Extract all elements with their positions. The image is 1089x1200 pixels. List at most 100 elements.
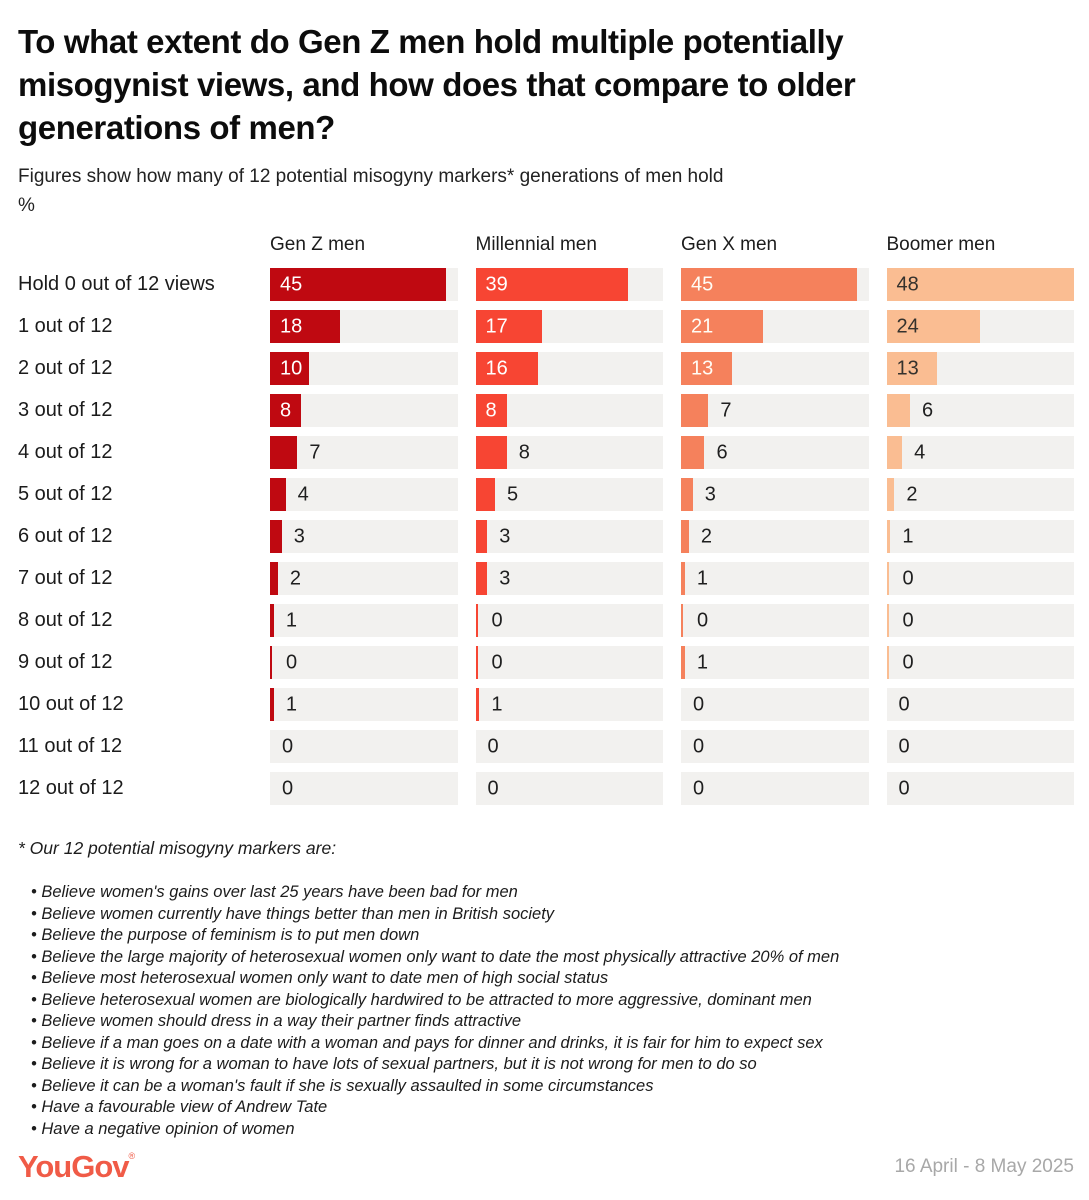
- bar-track: 21: [681, 310, 869, 343]
- bar: [681, 604, 683, 637]
- row-label: 11 out of 12: [18, 735, 123, 757]
- bar-value: 1: [285, 693, 298, 715]
- bar-value: 8: [518, 441, 530, 463]
- column-header-gen-x-men: Gen X men: [681, 234, 778, 255]
- bar-track: 8: [475, 394, 663, 427]
- bar-value: 2: [289, 567, 301, 589]
- bar-track: 8: [270, 394, 458, 427]
- footnote-item: Believe women should dress in a way thei…: [31, 1011, 1074, 1033]
- bar: [270, 688, 274, 721]
- footnote-item: Have a negative opinion of women: [31, 1119, 1074, 1141]
- bar: [886, 604, 889, 637]
- footnote-item: Have a favourable view of Andrew Tate: [31, 1097, 1074, 1119]
- bar: [886, 478, 895, 511]
- bar-track: 39: [475, 268, 663, 301]
- bar-track: 0: [475, 646, 663, 679]
- bar-value: 2: [906, 483, 918, 505]
- bar: [270, 394, 302, 427]
- bar: [681, 478, 693, 511]
- bar-track: 0: [475, 772, 663, 805]
- footnote-item: Believe it can be a woman's fault if she…: [31, 1076, 1074, 1098]
- bar-track: 16: [475, 352, 663, 385]
- bar-value: 0: [693, 735, 705, 757]
- bar-value: 7: [309, 441, 321, 463]
- bar: [681, 520, 689, 553]
- bar: [475, 268, 628, 301]
- bar-value: 10: [280, 357, 303, 379]
- bar-value: 0: [693, 693, 705, 715]
- bar-value: 0: [902, 609, 914, 631]
- bar-value: 18: [280, 315, 303, 337]
- bar-value: 0: [487, 777, 499, 799]
- bar: [886, 562, 889, 595]
- bar-track: 0: [681, 604, 869, 637]
- bar-track: 0: [886, 562, 1074, 595]
- yougov-logo: YouGov®: [18, 1147, 136, 1187]
- bar-value: 0: [491, 609, 503, 631]
- bar-track: 0: [886, 604, 1074, 637]
- bar: [270, 520, 282, 553]
- bar: [681, 310, 764, 343]
- bar: [270, 478, 286, 511]
- bar-value: 0: [487, 735, 499, 757]
- bar-track: 6: [681, 436, 869, 469]
- bar-track: 3: [681, 478, 869, 511]
- bar-track: 2: [886, 478, 1074, 511]
- row-label: 1 out of 12: [18, 315, 113, 337]
- bar: [475, 520, 488, 553]
- bar: [270, 268, 446, 301]
- bar-value: 6: [716, 441, 728, 463]
- footnote-item: Believe the large majority of heterosexu…: [31, 947, 1074, 969]
- bar-track: 8: [475, 436, 663, 469]
- bar-track: 3: [475, 520, 663, 553]
- bar-track: 0: [886, 646, 1074, 679]
- bar-value: 0: [282, 777, 294, 799]
- bar-track: 45: [270, 268, 458, 301]
- footnote-list: Believe women's gains over last 25 years…: [31, 882, 1074, 1140]
- row-label: 10 out of 12: [18, 693, 124, 715]
- column-header-gen-z-men: Gen Z men: [270, 234, 366, 255]
- row-label: 6 out of 12: [18, 525, 113, 547]
- row-label: 9 out of 12: [18, 651, 113, 673]
- bar-track: 0: [886, 772, 1074, 805]
- bar-value: 7: [720, 399, 732, 421]
- bar-track: 1: [475, 688, 663, 721]
- row-label: Hold 0 out of 12 views: [18, 273, 215, 295]
- bar: [270, 604, 274, 637]
- bar-track: 4: [886, 436, 1074, 469]
- chart-grid: Gen Z men Millennial men Gen X men Boomer m…: [18, 234, 1074, 805]
- bar: [475, 604, 478, 637]
- bar-track: 0: [886, 688, 1074, 721]
- bar: [681, 352, 732, 385]
- registered-trademark-icon: ®: [128, 1151, 136, 1161]
- bar-value: 3: [499, 525, 511, 547]
- bar-value: 0: [898, 777, 910, 799]
- row-label: 4 out of 12: [18, 441, 113, 463]
- bar-value: 3: [293, 525, 305, 547]
- page-title: To what extent do Gen Z men hold multipl…: [18, 20, 1074, 149]
- bar-track: 1: [681, 646, 869, 679]
- bar: [270, 436, 298, 469]
- title-line-3: generations of men?: [18, 109, 335, 146]
- bar: [681, 562, 685, 595]
- corner-spacer: [18, 234, 252, 259]
- bar-track: 45: [681, 268, 869, 301]
- bar-value: 3: [499, 567, 511, 589]
- bar: [886, 268, 1074, 301]
- bar: [681, 394, 709, 427]
- bar-value: 1: [491, 693, 503, 715]
- bar-value: 39: [485, 273, 508, 295]
- bar: [886, 394, 910, 427]
- bar-value: 5: [507, 483, 519, 505]
- bar: [475, 394, 507, 427]
- bar-chart: Gen Z men Millennial men Gen X men Boomer m…: [18, 234, 1074, 805]
- bar-track: 0: [270, 730, 458, 763]
- bar-value: 16: [485, 357, 508, 379]
- bar: [270, 646, 272, 679]
- bar-value: 0: [282, 735, 294, 757]
- unit-label: %: [18, 195, 35, 216]
- bar-track: 0: [475, 604, 663, 637]
- bar-value: 4: [914, 441, 926, 463]
- bar-track: 1: [681, 562, 869, 595]
